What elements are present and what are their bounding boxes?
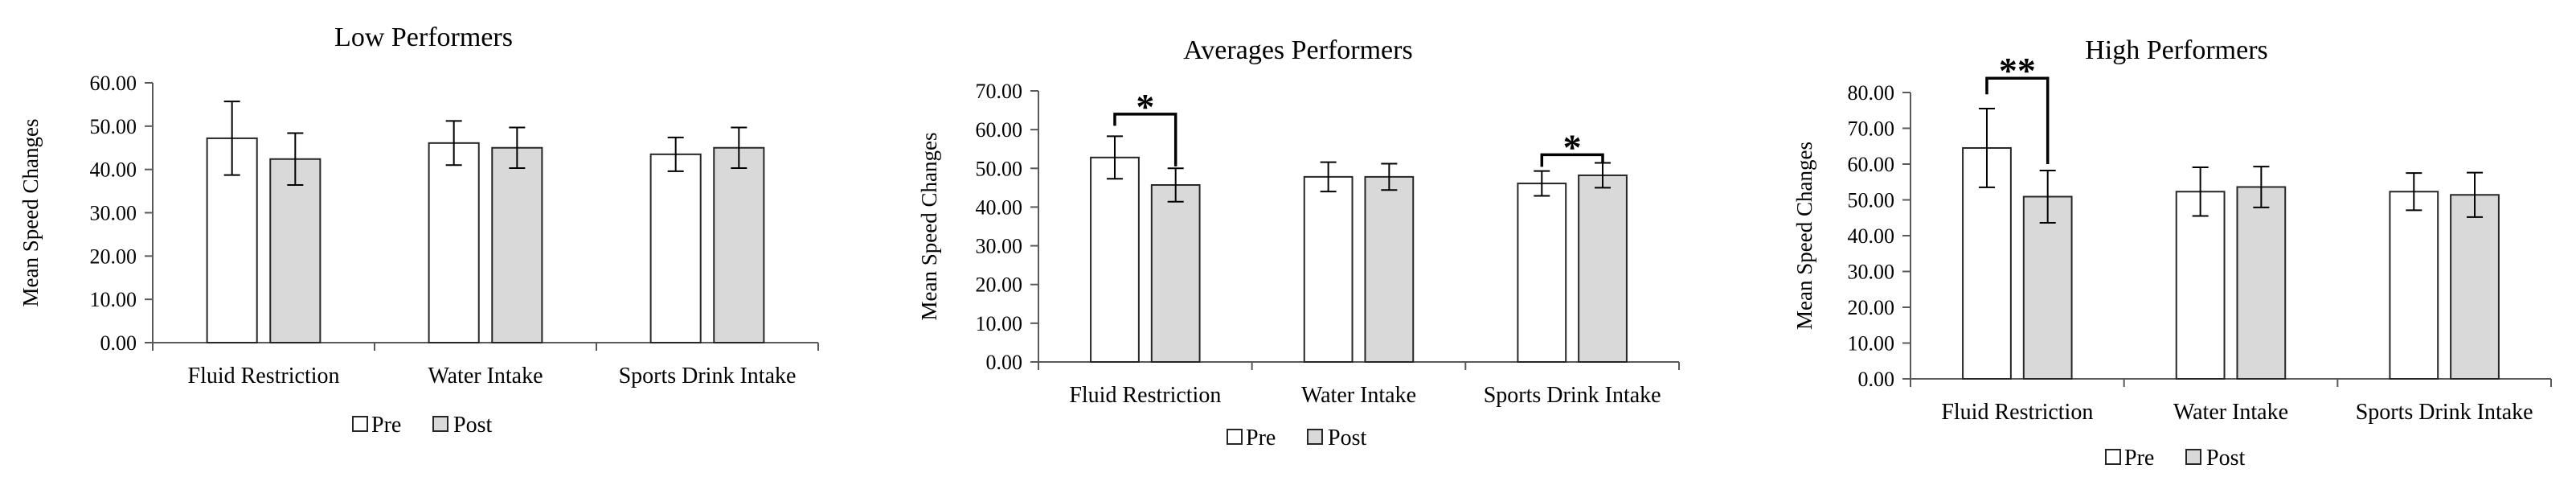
significance-marker: * [1136, 86, 1154, 127]
bar-post-sports-drink-intake [713, 146, 765, 343]
y-axis-label: Mean Speed Changes [1792, 142, 1816, 330]
bar-pre-water-intake [428, 142, 480, 343]
y-tick-label: 60.00 [90, 72, 137, 95]
legend-label-post: Post [1328, 426, 1366, 450]
chart-averages-performers: Averages Performers Mean Speed Changes 0.0… [917, 35, 1680, 450]
y-tick-label: 30.00 [90, 202, 137, 225]
chart-high-performers: High Performers Mean Speed Changes 0.00 10.… [1792, 35, 2552, 471]
bar-pre-water-intake [1303, 175, 1354, 363]
legend-swatch-pre [1227, 429, 1243, 445]
legend-swatch-post [432, 416, 448, 432]
x-category-label: Water Intake [428, 364, 543, 388]
bar-post-sports-drink-intake [2450, 194, 2500, 380]
bar-post-water-intake [2236, 186, 2287, 380]
bar-post-sports-drink-intake [1578, 174, 1628, 363]
legend-label-pre: Pre [2124, 446, 2154, 471]
y-tick-label: 10.00 [976, 312, 1023, 335]
x-category-label: Fluid Restriction [188, 364, 340, 388]
y-tick-label: 0.00 [100, 331, 137, 355]
chart-title: High Performers [2085, 35, 2268, 65]
bar-post-fluid-restriction [269, 158, 321, 343]
x-category-label: Fluid Restriction [1941, 400, 2093, 425]
legend-label-post: Post [2206, 446, 2245, 471]
bar-pre-fluid-restriction [1962, 146, 2012, 380]
y-axis-label: Mean Speed Changes [917, 133, 941, 321]
y-tick-label: 50.00 [976, 157, 1023, 180]
y-tick-label: 60.00 [1848, 153, 1895, 176]
bar-post-water-intake [491, 146, 543, 343]
bar-post-fluid-restriction [1150, 183, 1201, 363]
y-tick-label: 30.00 [1848, 261, 1895, 284]
y-tick-label: 10.00 [90, 288, 137, 311]
y-tick-label: 50.00 [90, 115, 137, 138]
y-tick-label: 80.00 [1848, 81, 1895, 105]
x-category-label: Sports Drink Intake [2356, 400, 2533, 425]
bar-post-water-intake [1364, 175, 1415, 363]
bar-pre-fluid-restriction [206, 137, 258, 343]
significance-bracket [1113, 113, 1177, 166]
y-tick-label: 0.00 [1858, 368, 1895, 391]
x-category-label: Sports Drink Intake [1484, 383, 1661, 408]
chart-title: Low Performers [334, 23, 513, 52]
y-tick-label: 60.00 [976, 118, 1023, 142]
legend-label-pre: Pre [371, 413, 401, 438]
y-axis-label: Mean Speed Changes [18, 119, 43, 307]
bar-pre-sports-drink-intake [2389, 191, 2439, 380]
y-tick-label: 20.00 [976, 273, 1023, 297]
bar-pre-sports-drink-intake [649, 153, 702, 343]
y-tick-label: 40.00 [976, 195, 1023, 219]
y-tick-label: 70.00 [976, 80, 1023, 103]
y-tick-label: 70.00 [1848, 117, 1895, 141]
significance-marker: * [1563, 126, 1582, 167]
bar-pre-water-intake [2175, 191, 2226, 380]
y-tick-label: 20.00 [90, 245, 137, 268]
bar-pre-fluid-restriction [1090, 156, 1140, 363]
y-tick-label: 30.00 [976, 235, 1023, 258]
y-tick-label: 50.00 [1848, 189, 1895, 212]
significance-marker: ** [1999, 50, 2036, 91]
significance-bracket [1985, 76, 2050, 164]
y-tick-label: 0.00 [986, 351, 1023, 374]
legend-swatch-post [1307, 429, 1323, 445]
legend-label-post: Post [453, 413, 492, 438]
y-tick-label: 40.00 [1848, 224, 1895, 248]
x-category-label: Water Intake [1301, 383, 1416, 408]
x-category-label: Fluid Restriction [1069, 383, 1221, 408]
y-tick-label: 20.00 [1848, 296, 1895, 319]
y-tick-label: 40.00 [90, 158, 137, 182]
bar-post-fluid-restriction [2022, 195, 2073, 380]
x-category-label: Sports Drink Intake [619, 364, 797, 388]
bar-pre-sports-drink-intake [1517, 183, 1567, 363]
x-category-label: Water Intake [2173, 400, 2288, 425]
legend-swatch-pre [2105, 449, 2121, 465]
legend-swatch-post [2185, 449, 2201, 465]
chart-low-performers: Low Performers Mean Speed Changes 0.00 10.0… [18, 23, 819, 438]
significance-bracket [1540, 153, 1604, 167]
legend-label-pre: Pre [1246, 426, 1276, 450]
chart-title: Averages Performers [1183, 35, 1412, 65]
legend-swatch-pre [352, 416, 368, 432]
y-tick-label: 10.00 [1848, 332, 1895, 356]
